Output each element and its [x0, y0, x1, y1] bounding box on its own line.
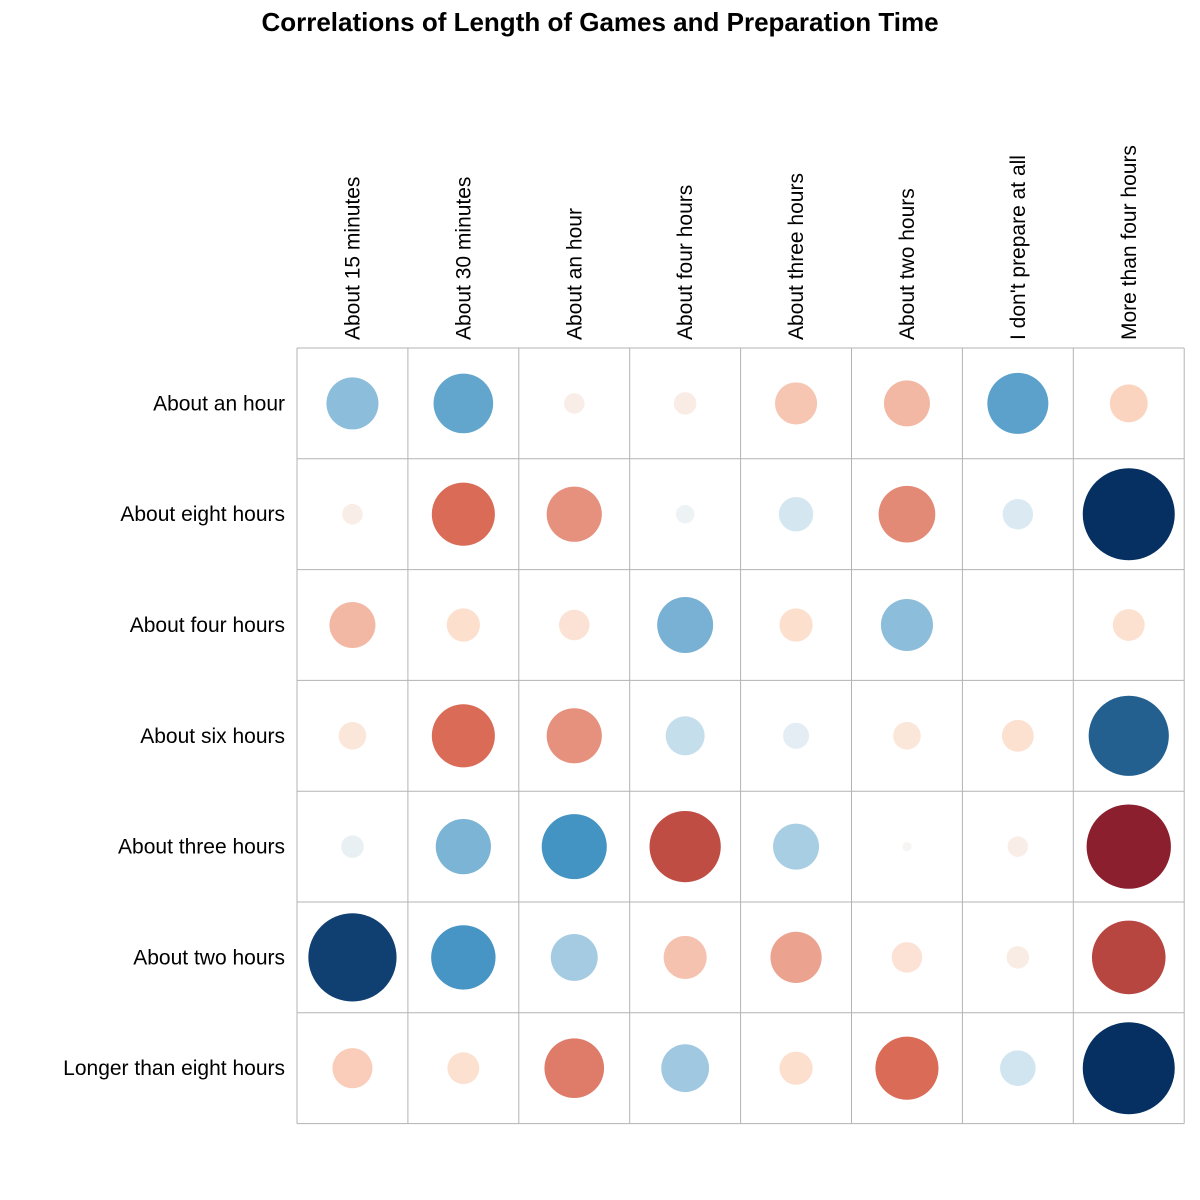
column-label: About four hours	[674, 185, 697, 340]
correlation-circle	[673, 392, 697, 415]
correlation-circle	[446, 608, 480, 642]
column-label: More than four hours	[1118, 145, 1141, 340]
correlation-circle	[447, 1052, 480, 1085]
correlation-circle	[341, 835, 364, 858]
correlation-circle	[550, 933, 598, 981]
correlation-circle	[675, 505, 695, 524]
row-label: About four hours	[130, 614, 285, 637]
correlation-circle	[1091, 920, 1166, 995]
correlation-circle	[546, 486, 602, 542]
correlation-circle	[1002, 498, 1034, 530]
correlation-circle	[1007, 836, 1029, 857]
correlation-circle	[558, 609, 590, 641]
correlation-circle	[657, 597, 714, 653]
correlation-circle	[893, 722, 921, 750]
correlation-circle	[541, 814, 607, 880]
correlation-circle	[342, 503, 363, 525]
correlation-circle	[880, 598, 933, 652]
column-label: I don't prepare at all	[1007, 155, 1030, 340]
correlation-circle	[431, 704, 495, 768]
column-label: About three hours	[785, 173, 808, 340]
correlation-circle	[883, 380, 930, 427]
correlation-circle	[902, 842, 912, 852]
correlation-circles	[308, 372, 1175, 1115]
correlation-circle	[338, 722, 367, 750]
column-labels: About 15 minutes About 30 minutes About an…	[341, 145, 1140, 340]
row-label: About three hours	[118, 836, 285, 859]
correlation-circle	[546, 708, 602, 764]
correlation-circle	[544, 1038, 605, 1099]
correlation-circle	[665, 716, 705, 756]
correlation-circle	[1112, 609, 1145, 641]
correlation-circle	[773, 823, 820, 870]
row-label: About an hour	[153, 392, 285, 415]
correlation-circle	[661, 1044, 710, 1093]
correlation-circle	[878, 485, 936, 543]
correlation-circle	[332, 1048, 373, 1089]
row-labels: About an hour About eight hours About four…	[63, 392, 285, 1080]
row-label: Longer than eight hours	[63, 1057, 285, 1080]
correlation-circle	[431, 925, 496, 990]
correlation-circle	[308, 913, 397, 1002]
correlation-circle	[435, 819, 491, 875]
correlation-circle	[1082, 468, 1175, 561]
column-label: About an hour	[563, 208, 586, 340]
correlation-circle	[329, 602, 376, 648]
chart-title: Correlations of Length of Games and Prep…	[261, 7, 938, 37]
correlation-circle	[1001, 719, 1034, 752]
row-label: About six hours	[140, 725, 285, 748]
correlation-circle	[770, 931, 822, 984]
correlation-circle	[563, 393, 585, 414]
correlation-circle	[891, 942, 923, 973]
correlation-circle	[783, 722, 810, 749]
grid	[296, 347, 1185, 1125]
correlation-circle	[987, 372, 1049, 434]
column-label: About 30 minutes	[452, 177, 475, 340]
column-label: About two hours	[896, 188, 919, 340]
correlation-circle	[875, 1036, 939, 1100]
correlation-circle	[774, 382, 818, 425]
correlation-circle	[326, 377, 379, 430]
correlation-circle	[433, 373, 494, 434]
correlation-circle	[1086, 804, 1171, 889]
row-label: About two hours	[133, 946, 285, 969]
correlation-circle	[1006, 946, 1030, 969]
correlation-circle	[1000, 1050, 1036, 1087]
correlation-circle	[1109, 384, 1148, 423]
correlation-circle	[663, 935, 707, 979]
correlation-circle	[649, 810, 721, 883]
correlation-circle	[1082, 1022, 1175, 1115]
row-label: About eight hours	[120, 503, 285, 526]
correlation-circle	[431, 482, 495, 546]
column-label: About 15 minutes	[341, 177, 364, 340]
correlation-circle	[778, 496, 814, 532]
correlation-circle	[779, 1051, 813, 1085]
correlation-circle	[1088, 695, 1169, 776]
correlation-circle	[779, 608, 813, 642]
